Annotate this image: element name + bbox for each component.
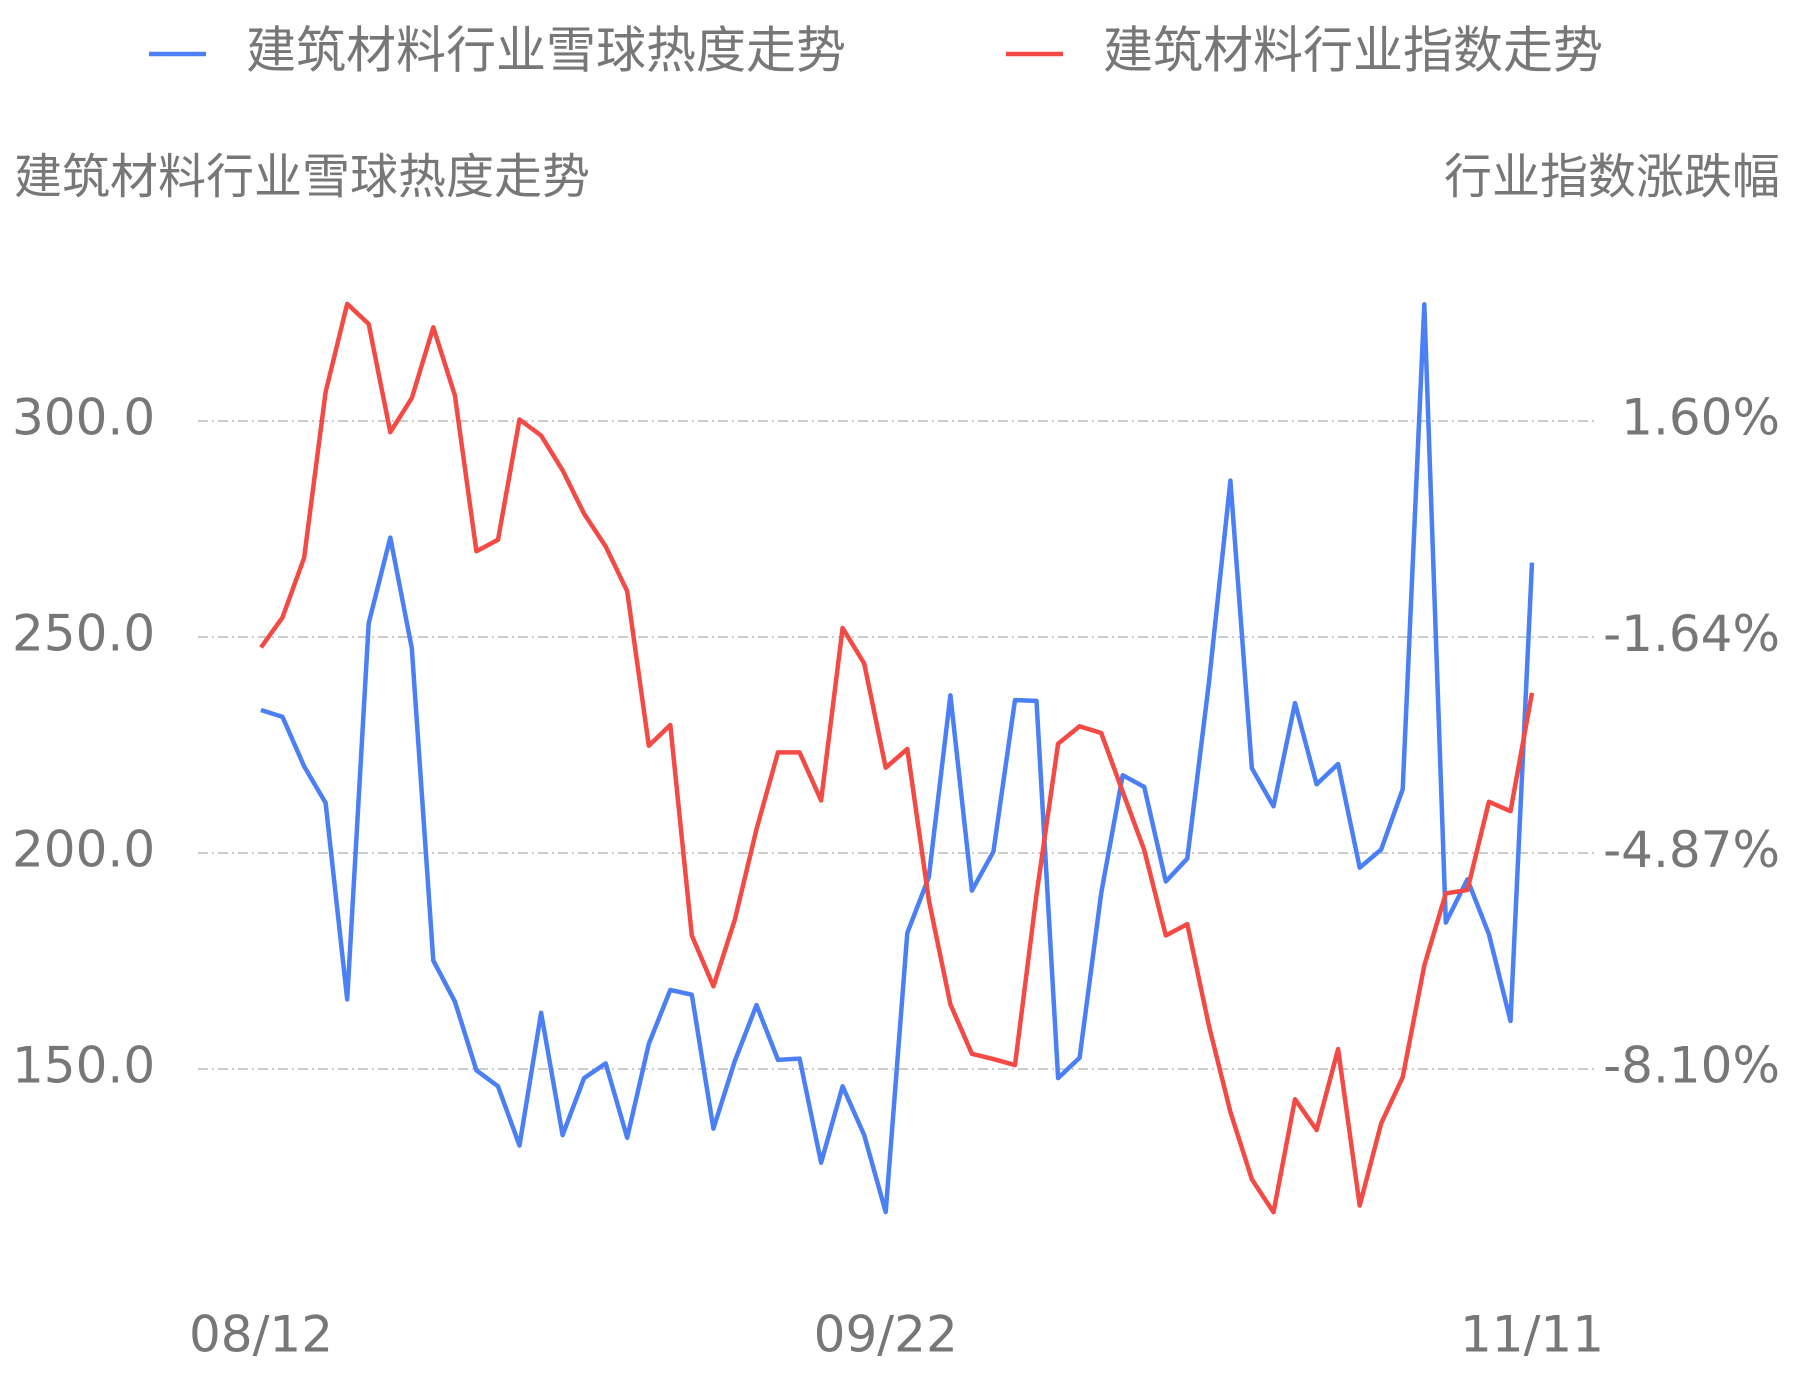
y-tick-label: 250.0 <box>12 605 155 663</box>
series-line <box>259 301 1535 1215</box>
y2-tick-label: -8.10% <box>1603 1037 1780 1095</box>
y2-axis-title: 行业指数涨跌幅 <box>1444 149 1780 205</box>
y-tick-label: 200.0 <box>12 821 155 879</box>
y-tick-label: 150.0 <box>12 1037 155 1095</box>
y2-tick-label: -1.64% <box>1603 605 1780 663</box>
y2-tick-label: 1.60% <box>1621 388 1780 446</box>
y-tick-label: 300.0 <box>12 389 155 447</box>
series-line <box>260 302 1535 1215</box>
legend-label: 建筑材料行业指数走势 <box>1103 22 1603 80</box>
y-axis-title: 建筑材料行业雪球热度走势 <box>14 149 590 205</box>
legend-label: 建筑材料行业雪球热度走势 <box>246 22 846 80</box>
x-tick-label: 08/12 <box>189 1306 333 1364</box>
y2-tick-label: -4.87% <box>1603 821 1780 879</box>
x-tick-label: 11/11 <box>1460 1306 1604 1364</box>
x-tick-label: 09/22 <box>814 1306 958 1364</box>
